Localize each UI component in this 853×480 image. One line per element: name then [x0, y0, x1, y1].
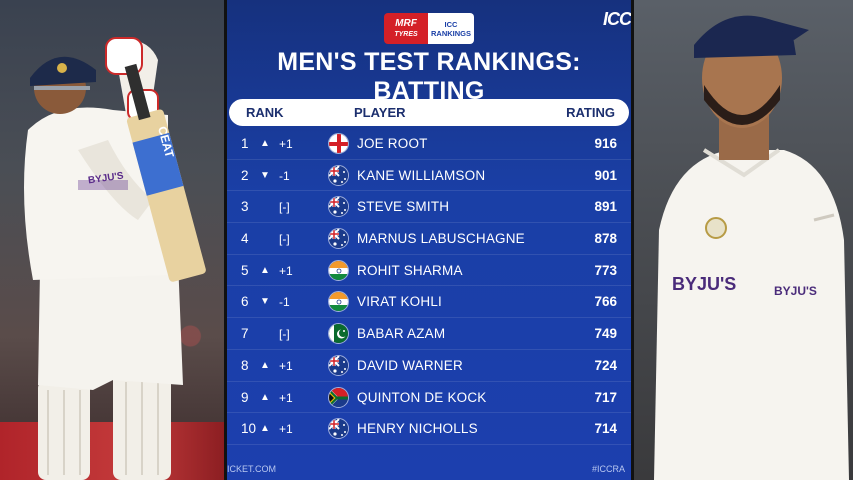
row-change: +1 — [279, 358, 293, 373]
rankings-list: 1 ▲ +1 JOE ROOT 916 2 ▼ -1 KANE WILLIAMS… — [227, 128, 631, 445]
icc-line2: RANKINGS — [430, 28, 471, 38]
footer-hashtag: #ICCRA — [591, 464, 625, 474]
india-flag-icon — [328, 259, 349, 281]
sponsor-logo: MRF TYRES ICC RANKINGS — [384, 13, 474, 44]
ranking-row: 9 ▲ +1 QUINTON DE KOCK 717 — [227, 382, 631, 414]
mrf-logo: MRF TYRES — [384, 13, 428, 44]
column-player: PLAYER — [354, 105, 406, 120]
australia-flag-icon — [328, 196, 349, 218]
row-rank: 7 — [241, 326, 249, 342]
row-rank: 3 — [241, 199, 249, 215]
ranking-row: 6 ▼ -1 VIRAT KOHLI 766 — [227, 286, 631, 319]
india-flag-icon — [328, 291, 349, 313]
arrow-down-icon: ▼ — [260, 169, 270, 181]
australia-flag-icon — [328, 418, 349, 440]
column-rank: RANK — [246, 105, 284, 120]
row-player: QUINTON DE KOCK — [357, 389, 487, 405]
row-rating: 724 — [594, 357, 617, 373]
row-player: STEVE SMITH — [357, 199, 450, 215]
ranking-row: 1 ▲ +1 JOE ROOT 916 — [227, 128, 631, 160]
arrow-up-icon: ▲ — [260, 138, 270, 149]
ranking-row: 5 ▲ +1 ROHIT SHARMA 773 — [227, 255, 631, 287]
right-player-photo: BYJU'S BYJU'S — [634, 0, 853, 480]
england-flag-icon — [328, 133, 349, 154]
right-shirt-brand-sleeve: BYJU'S — [774, 284, 817, 298]
mrf-line2: TYRES — [394, 30, 418, 38]
ranking-row: 7 [-] BABAR AZAM 749 — [227, 318, 631, 350]
row-rating: 717 — [594, 389, 617, 405]
row-player: JOE ROOT — [357, 136, 428, 151]
row-change: [-] — [279, 327, 290, 342]
row-player: DAVID WARNER — [357, 357, 463, 373]
row-rating: 749 — [594, 326, 617, 342]
row-player: MARNUS LABUSCHAGNE — [357, 231, 525, 247]
south-africa-flag-icon — [328, 386, 349, 408]
arrow-up-icon: ▲ — [260, 359, 270, 371]
left-player-photo: BYJU'S CEAT — [0, 0, 224, 480]
row-change: +1 — [279, 137, 293, 151]
row-rank: 1 — [241, 136, 249, 151]
row-rating: 714 — [594, 421, 617, 437]
row-rank: 8 — [241, 357, 249, 373]
icc-corner-badge: ICC — [603, 9, 631, 29]
row-rank: 5 — [241, 262, 249, 278]
australia-flag-icon — [328, 228, 349, 250]
row-rank: 9 — [241, 389, 249, 405]
ranking-row: 4 [-] MARNUS LABUSCHAGNE 878 — [227, 223, 631, 255]
ranking-row: 8 ▲ +1 DAVID WARNER 724 — [227, 350, 631, 382]
row-rating: 901 — [594, 167, 617, 183]
row-rank: 10 — [241, 421, 257, 437]
arrow-up-icon: ▲ — [260, 264, 270, 276]
arrow-down-icon: ▼ — [260, 296, 270, 308]
row-rating: 891 — [594, 199, 617, 215]
row-change: +1 — [279, 263, 293, 278]
icc-rankings-logo: ICC RANKINGS — [428, 13, 474, 44]
ranking-row: 3 [-] STEVE SMITH 891 — [227, 191, 631, 224]
row-rank: 2 — [241, 167, 249, 183]
table-header: RANK PLAYER RATING — [229, 99, 629, 126]
fielder-illustration — [654, 15, 849, 480]
row-change: +1 — [279, 390, 293, 405]
row-change: [-] — [279, 232, 290, 247]
footer-website: ICKET.COM — [227, 464, 277, 474]
australia-flag-icon — [328, 164, 349, 186]
row-rank: 6 — [241, 294, 249, 310]
pakistan-flag-icon — [328, 323, 349, 345]
row-rating: 878 — [594, 231, 617, 247]
row-change: -1 — [279, 295, 290, 310]
boundary-banner — [0, 422, 224, 480]
row-player: VIRAT KOHLI — [357, 294, 442, 310]
row-change: -1 — [279, 168, 290, 183]
row-player: BABAR AZAM — [357, 326, 446, 342]
column-rating: RATING — [566, 105, 615, 120]
row-rank: 4 — [241, 231, 249, 247]
mrf-line1: MRF — [395, 17, 417, 29]
row-rating: 773 — [594, 262, 617, 278]
batsman-illustration — [24, 37, 206, 480]
row-change: +1 — [279, 422, 293, 437]
row-player: ROHIT SHARMA — [357, 262, 463, 278]
right-shirt-brand-chest: BYJU'S — [672, 274, 737, 294]
row-rating: 766 — [594, 294, 617, 310]
ranking-row: 2 ▼ -1 KANE WILLIAMSON 901 — [227, 160, 631, 192]
row-rating: 916 — [594, 136, 617, 151]
row-player: HENRY NICHOLLS — [357, 421, 478, 437]
arrow-up-icon: ▲ — [260, 423, 270, 435]
australia-flag-icon — [328, 354, 349, 376]
arrow-up-icon: ▲ — [260, 391, 270, 403]
rankings-panel: MRF TYRES ICC RANKINGS ICC MEN'S TEST RA… — [227, 0, 631, 480]
row-change: [-] — [279, 200, 290, 215]
row-player: KANE WILLIAMSON — [357, 167, 486, 183]
ranking-row: 10 ▲ +1 HENRY NICHOLLS 714 — [227, 413, 631, 445]
page-title: MEN'S TEST RANKINGS: BATTING — [277, 48, 581, 105]
icc-line1: ICC — [444, 19, 458, 29]
